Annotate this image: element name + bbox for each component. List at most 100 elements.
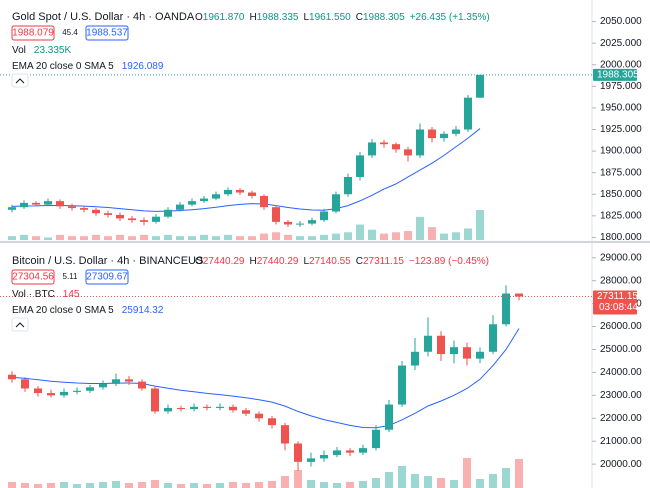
y-tick-label: 28000.00 [600, 275, 642, 286]
ask-box[interactable] [85, 269, 129, 285]
candle-body [224, 189, 232, 195]
chart-title: Bitcoin / U.S. Dollar · 4h · BINANCEUS [12, 255, 203, 267]
volume-bar [440, 233, 448, 240]
candle-body [99, 383, 107, 388]
candle-body [320, 454, 328, 459]
volume-bar [284, 234, 292, 240]
volume-bar [140, 234, 148, 240]
volume-bar [34, 484, 42, 488]
change-value: −123.89 (−0.45%) [409, 256, 489, 267]
candle-body [344, 176, 352, 195]
ema-line [11, 128, 481, 212]
candle-body [203, 406, 211, 408]
ohlc-value: 27140.55 [309, 256, 351, 267]
volume-bar [20, 234, 28, 240]
volume-bar [128, 236, 136, 240]
candle-body [356, 155, 364, 177]
candle-body [152, 216, 160, 222]
candle-body [190, 406, 198, 410]
volume-bar [177, 484, 185, 488]
bid-box[interactable] [11, 25, 55, 41]
candle-body [452, 129, 460, 134]
candle-body [385, 404, 393, 430]
candle-body [34, 388, 42, 394]
volume-bar [272, 232, 280, 240]
y-tick-label: 1875.000 [600, 167, 642, 178]
candle-body [476, 74, 484, 98]
candle-body [294, 443, 302, 462]
ema-line [11, 328, 520, 429]
candle-body [440, 133, 448, 139]
y-tick-label: 1925.000 [600, 124, 642, 135]
candle-body [138, 381, 146, 389]
ask-box[interactable] [85, 25, 129, 41]
candle-body [260, 195, 268, 208]
last-price-label: 27311.15 [597, 291, 638, 302]
volume-bar [8, 482, 16, 488]
y-tick-label: 1950.000 [600, 103, 642, 114]
collapse-button[interactable] [11, 317, 29, 332]
candle-body [112, 379, 120, 384]
collapse-button[interactable] [11, 73, 29, 88]
candle-body [21, 379, 29, 389]
candle-body [359, 448, 367, 453]
ohlc-key: O [195, 12, 203, 23]
ohlc-legend: O1961.870 H1988.335 L1961.550 C1988.305 +26.… [195, 12, 490, 23]
volume-bar [224, 234, 232, 240]
candle-body [164, 407, 172, 412]
volume-bar [346, 482, 354, 488]
volume-bar [437, 478, 445, 488]
y-tick-label: 2000.000 [600, 59, 642, 70]
candle-body [284, 221, 292, 225]
volume-bar [344, 232, 352, 240]
ohlc-key: L [303, 256, 309, 267]
candle-body [411, 351, 419, 366]
candle-body [216, 406, 224, 408]
ask-value: 27309.67 [86, 272, 128, 283]
y-tick-label: 25000.00 [600, 344, 642, 355]
volume-bar [424, 476, 432, 488]
indicator-label: EMA 20 close 0 SMA 5 [12, 61, 114, 72]
y-tick-label: 2025.000 [600, 38, 642, 49]
volume-bar [268, 481, 276, 488]
volume-bar [255, 482, 263, 488]
volume-bar [385, 472, 393, 488]
volume-bar [212, 236, 220, 240]
volume-bar [92, 234, 100, 240]
countdown-label: 03:08:44 [599, 302, 638, 313]
candle-body [73, 390, 81, 392]
bid-value: 1988.079 [12, 28, 54, 39]
volume-legend: Vol · BTC 145 [12, 289, 80, 300]
volume-bar [216, 483, 224, 488]
volume-bar [464, 228, 472, 240]
candle-body [92, 209, 100, 214]
volume-bar [8, 236, 16, 240]
candle-body [424, 335, 432, 352]
last-price-label: 1988.305 [597, 69, 639, 80]
ohlc-value: 27440.29 [257, 256, 299, 267]
y-tick-label: 24000.00 [600, 367, 642, 378]
volume-bar [116, 234, 124, 240]
volume-bar [368, 229, 376, 240]
candle-body [229, 406, 237, 411]
candle-body [489, 324, 497, 352]
volume-bar [398, 466, 406, 488]
candle-body [8, 207, 16, 210]
candle-body [464, 97, 472, 130]
candle-body [32, 202, 40, 205]
bid-box[interactable] [11, 269, 55, 285]
volume-bar [86, 483, 94, 488]
ohlc-key: L [303, 12, 309, 23]
last-price-tag [593, 68, 637, 81]
volume-bar [307, 480, 315, 488]
volume-bar [359, 481, 367, 488]
volume-bar [68, 236, 76, 240]
volume-bar [44, 237, 52, 240]
volume-bar [112, 481, 120, 488]
volume-bar [416, 216, 424, 240]
volume-bar [73, 484, 81, 488]
ohlc-value: 1988.335 [257, 12, 299, 23]
